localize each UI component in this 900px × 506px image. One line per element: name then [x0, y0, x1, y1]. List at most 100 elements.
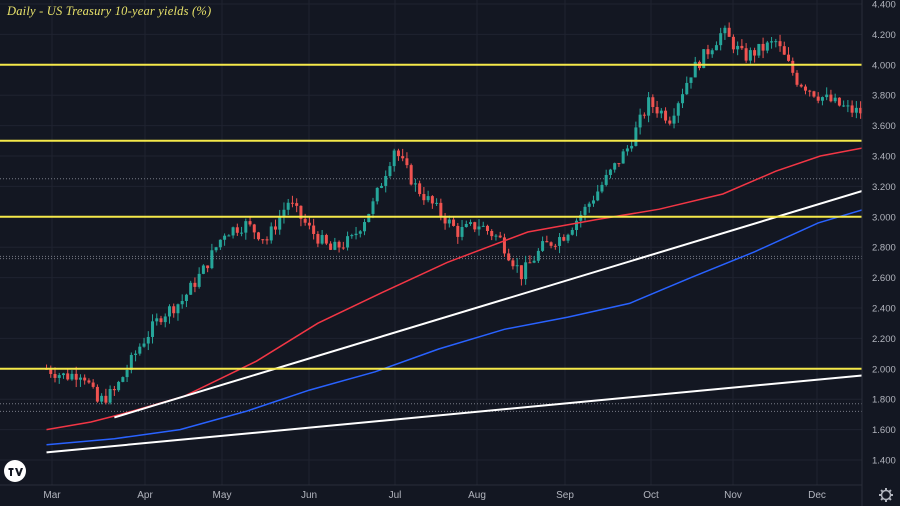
candle-body: [774, 41, 778, 43]
candle-body: [803, 86, 807, 91]
candle-body: [112, 389, 116, 391]
candle-body: [184, 294, 188, 301]
candle-body: [269, 226, 273, 241]
candle-body: [608, 169, 612, 175]
candle-body: [651, 97, 655, 108]
candle-body: [240, 232, 244, 234]
candle-body: [290, 202, 294, 204]
y-tick-label: 2.400: [872, 304, 896, 315]
candle-body: [312, 225, 316, 234]
y-tick-label: 2.200: [872, 334, 896, 345]
candle-body: [180, 300, 184, 305]
candle-body: [685, 82, 689, 95]
candle-body: [689, 77, 693, 83]
candle-body: [316, 233, 320, 244]
candle-body: [613, 163, 617, 170]
y-tick-label: 3.000: [872, 212, 896, 223]
candle-body: [125, 370, 129, 378]
candle-body: [134, 353, 138, 355]
y-tick-label: 2.800: [872, 243, 896, 254]
candle-body: [329, 243, 333, 250]
candle-body: [201, 265, 205, 274]
candle-body: [447, 219, 451, 224]
candle-body: [350, 235, 354, 237]
candle-body: [473, 222, 477, 230]
candle-body: [244, 221, 248, 233]
candle-body: [66, 373, 70, 380]
candle-body: [129, 354, 133, 371]
candle-body: [358, 231, 362, 234]
candle-body: [53, 373, 57, 378]
logo-circle: [4, 460, 26, 482]
candle-body: [765, 42, 769, 51]
candle-body: [151, 321, 155, 337]
candle-body: [401, 156, 405, 159]
x-tick-label: Nov: [724, 490, 742, 501]
candle-body: [104, 395, 108, 403]
candle-body: [596, 191, 600, 201]
candle-body: [210, 250, 214, 269]
candle-body: [630, 145, 634, 149]
candle-body: [808, 90, 812, 92]
candle-body: [693, 61, 697, 78]
candle-body: [155, 318, 159, 322]
candle-body: [324, 235, 328, 244]
candle-body: [206, 265, 210, 269]
candle-body: [367, 213, 371, 223]
candle-body: [87, 380, 91, 383]
candle-body: [829, 94, 833, 102]
y-tick-label: 3.200: [872, 182, 896, 193]
candle-body: [218, 239, 222, 248]
price-axis-panel: [862, 0, 900, 506]
candle-body: [307, 222, 311, 226]
candle-body: [439, 202, 443, 217]
y-tick-label: 4.000: [872, 60, 896, 71]
candle-body: [61, 373, 65, 376]
candle-body: [748, 50, 752, 61]
candle-body: [541, 241, 545, 251]
candle-body: [70, 373, 74, 380]
candle-body: [634, 127, 638, 146]
candle-body: [460, 227, 464, 237]
candle-body: [278, 216, 282, 230]
candle-body: [435, 202, 439, 204]
candle-body: [172, 306, 176, 314]
candle-body: [405, 158, 409, 166]
candle-body: [74, 373, 78, 380]
candle-body: [235, 227, 239, 233]
candle-body: [647, 97, 651, 116]
candle-body: [502, 237, 506, 254]
candle-body: [231, 227, 235, 236]
y-tick-label: 3.400: [872, 152, 896, 163]
candle-body: [117, 381, 121, 391]
candle-body: [710, 50, 714, 55]
candle-body: [384, 175, 388, 186]
candle-body: [78, 377, 82, 380]
candle-body: [167, 306, 171, 317]
candle-body: [617, 163, 621, 165]
candle-body: [146, 336, 150, 344]
candle-body: [816, 96, 820, 101]
candle-body: [481, 225, 485, 227]
candle-body: [477, 226, 481, 230]
candle-body: [295, 203, 299, 206]
candle-body: [524, 262, 528, 280]
candle-body: [303, 218, 307, 223]
chart-title: Daily - US Treasury 10-year yields (%): [7, 4, 212, 18]
candle-body: [668, 120, 672, 124]
candle-body: [490, 230, 494, 237]
candle-body: [193, 282, 197, 287]
candle-body: [515, 265, 519, 267]
candle-body: [736, 45, 740, 50]
candle-body: [549, 242, 553, 246]
candle-body: [248, 221, 252, 225]
candle-body: [320, 235, 324, 244]
candle-body: [566, 234, 570, 241]
candle-body: [723, 27, 727, 34]
y-tick-label: 3.600: [872, 121, 896, 132]
candle-body: [587, 203, 591, 207]
candle-body: [837, 97, 841, 106]
candle-body: [452, 219, 456, 226]
